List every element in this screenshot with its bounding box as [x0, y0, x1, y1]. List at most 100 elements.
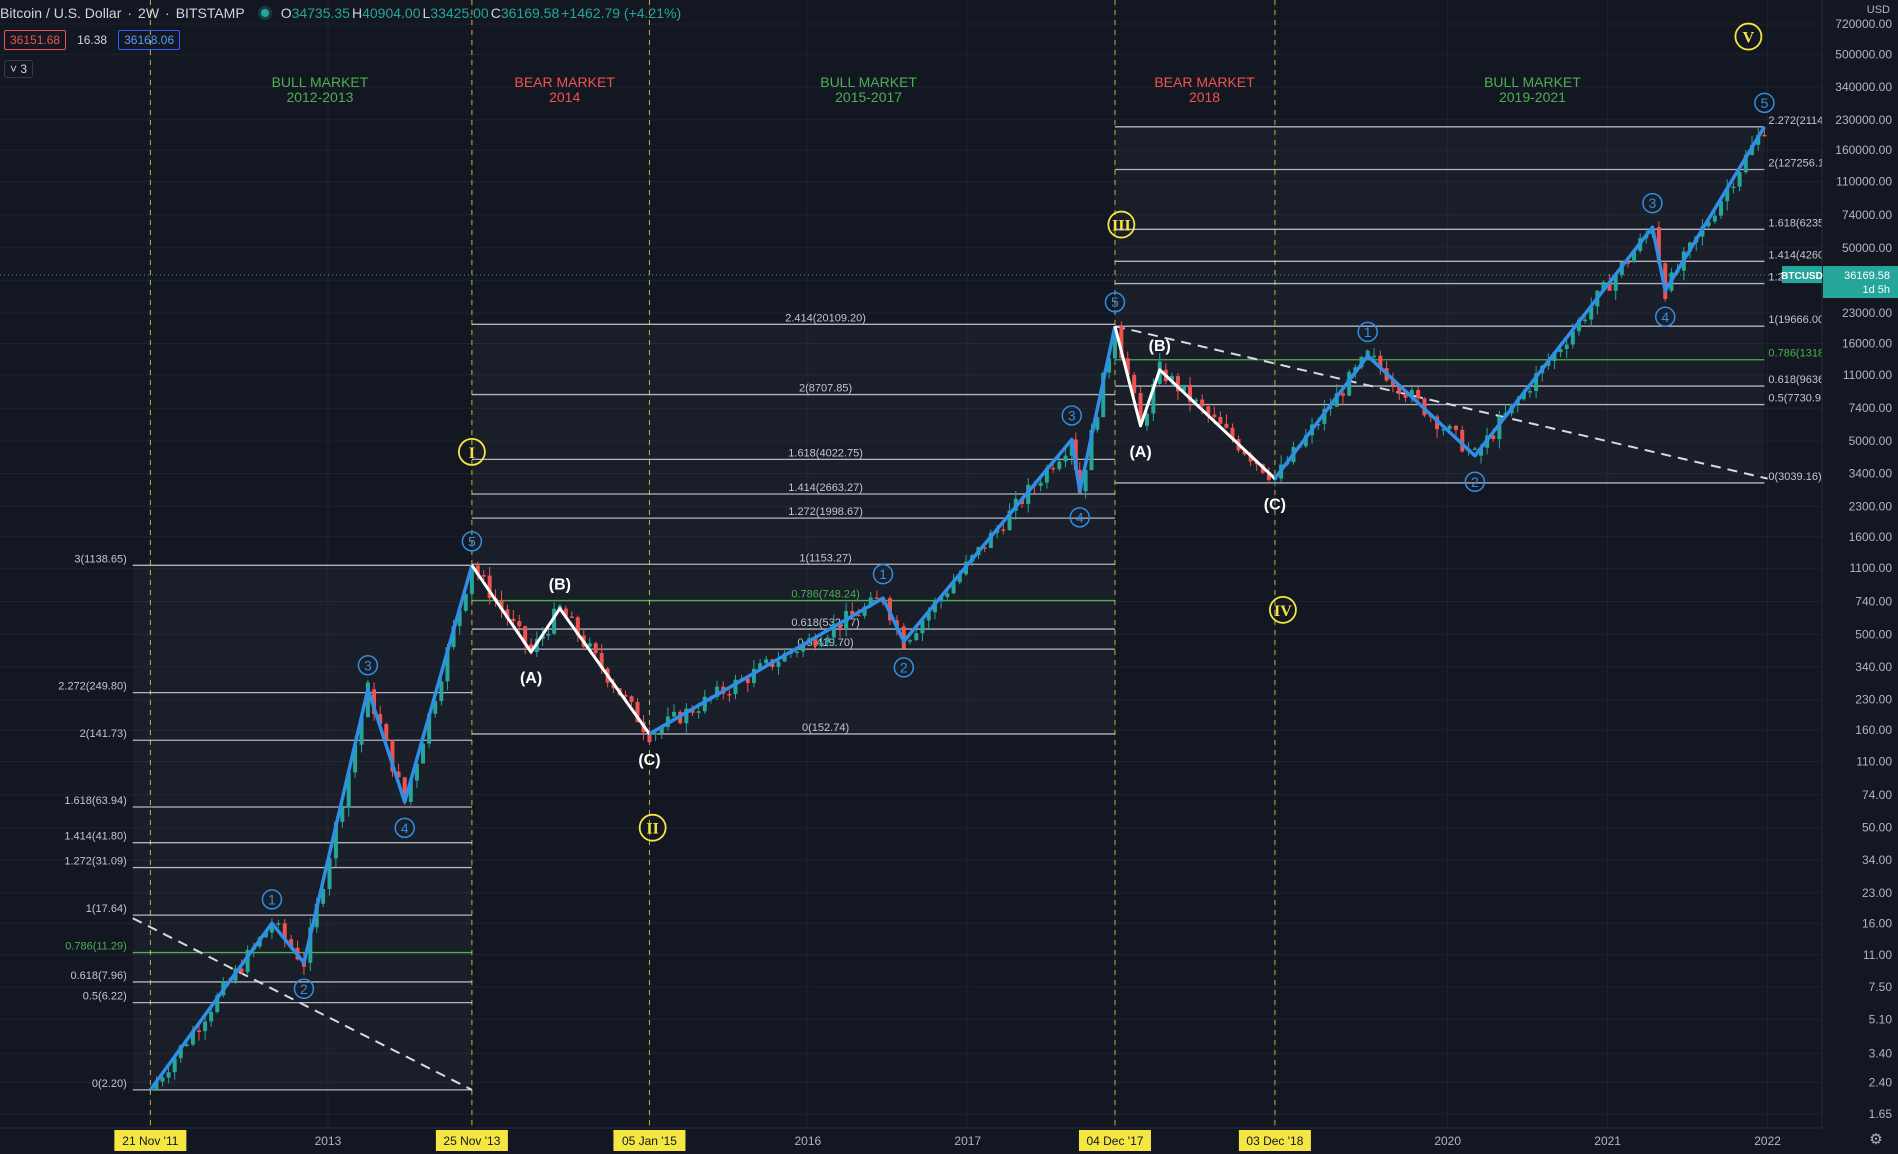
time-marker-label: 21 Nov '11 [122, 1134, 178, 1148]
price-tick: 74000.00 [1842, 208, 1892, 222]
candle-body [269, 924, 274, 933]
candle-body [727, 693, 732, 696]
candle-body [1416, 390, 1421, 399]
candle-body [475, 565, 480, 576]
candle-body [988, 532, 993, 548]
candle-body [1534, 373, 1539, 392]
candle-body [365, 682, 370, 718]
fib-zone [1114, 126, 1765, 483]
candle-body [825, 637, 830, 643]
wave-label-circle [1069, 507, 1091, 528]
time-axis-bg [0, 1128, 1822, 1154]
candle-body [1316, 423, 1321, 426]
wave-label: 4 [1076, 509, 1084, 525]
candle-body [321, 889, 326, 904]
candle-body [1607, 281, 1612, 291]
price-tick: 23000.00 [1842, 306, 1892, 320]
fib-label: 1.272(31.09) [64, 856, 126, 868]
candle-body [1478, 447, 1483, 456]
ask-badge[interactable]: 36168.06 [118, 30, 181, 50]
price-tick: 340000.00 [1835, 80, 1892, 94]
fib-label: 1.618(63.94) [64, 795, 126, 807]
wave-label: (B) [549, 577, 571, 594]
candle-body [862, 606, 867, 616]
symbol-name[interactable]: Bitcoin / U.S. Dollar [0, 5, 122, 21]
bid-badge[interactable]: 36151.68 [4, 30, 67, 50]
candle-body [672, 711, 677, 717]
candle-body [856, 614, 861, 617]
candle-body [569, 616, 574, 618]
degree-marker-label: V [1743, 30, 1755, 47]
candle-body [1743, 154, 1748, 173]
wave-label: 1 [268, 891, 276, 907]
candle-body [1206, 406, 1211, 415]
price-tick: 3.40 [1869, 1046, 1893, 1060]
candle-body [1218, 416, 1223, 424]
wave-label-circle [1642, 192, 1663, 214]
wave-label-circle [357, 655, 379, 676]
wave-label: (C) [638, 752, 660, 769]
trendline [1114, 325, 1768, 480]
wave-label-circle [261, 889, 283, 910]
wave-label-circle [872, 563, 894, 585]
candle-body [289, 939, 294, 948]
high-value: 40904.00 [362, 5, 421, 21]
fib-set-1: 3(1138.65) 2.272(249.80) 2(141.73) 1.618(63… [58, 553, 472, 1091]
price-tick: 110.00 [1856, 754, 1892, 768]
candle-body [1334, 393, 1339, 407]
candle-body [378, 714, 383, 725]
candle-body [599, 652, 604, 669]
candle-body [499, 600, 504, 610]
wave-label: 3 [364, 657, 372, 673]
candle-body [794, 651, 799, 654]
price-tick: 500000.00 [1835, 48, 1892, 62]
market-label-bull: BULL MARKET [820, 74, 917, 90]
candle-body [1706, 221, 1711, 227]
candle-body [1583, 319, 1588, 322]
candle-body [587, 643, 592, 647]
wave-label: 2 [300, 981, 308, 997]
wave-label-circle [1464, 471, 1486, 493]
candle-body [390, 739, 395, 772]
candle-body [1472, 448, 1477, 450]
candle-body [1112, 332, 1117, 359]
candle-body [1242, 450, 1247, 455]
candle-body [623, 695, 628, 697]
candle-body [1051, 467, 1056, 470]
fib-label: 1.414(41.80) [64, 831, 126, 843]
wave-label: 3 [1649, 195, 1657, 211]
gear-icon[interactable]: ⚙ [1869, 1131, 1883, 1148]
fib-label: 0.5(6.22) [83, 991, 127, 1003]
wave-label: 2 [900, 659, 908, 675]
candle-body [384, 724, 389, 740]
candle-body [1589, 306, 1594, 320]
wave-label-circle [461, 531, 483, 552]
candle-body [1365, 350, 1370, 357]
candle-body [1083, 470, 1088, 492]
candle-body [1663, 263, 1668, 299]
close-key: C [490, 5, 501, 21]
candle-body [1656, 227, 1661, 264]
candle-body [1712, 215, 1717, 222]
time-tick: 2020 [1434, 1134, 1461, 1148]
candle-body [372, 689, 377, 715]
candle-body [1144, 413, 1149, 426]
price-tick: 1.65 [1869, 1107, 1893, 1121]
price-tick: 74.00 [1862, 788, 1892, 802]
candle-body [1044, 467, 1049, 483]
wave-label: 1 [879, 566, 887, 582]
candle-body [1491, 435, 1496, 440]
price-tick: 740.00 [1855, 595, 1892, 609]
candle-body [1248, 454, 1253, 462]
interval-label[interactable]: 2W [138, 5, 160, 21]
candle-body [333, 821, 338, 859]
candle-body [1613, 274, 1618, 291]
wave-label-circle [1754, 92, 1775, 114]
price-tick: 50.00 [1862, 821, 1892, 835]
candle-body [1303, 435, 1308, 447]
fib-label: 2(141.73) [80, 728, 127, 740]
indicators-toggle[interactable]: ˅ 3 [4, 60, 34, 78]
candle-body [184, 1044, 189, 1046]
